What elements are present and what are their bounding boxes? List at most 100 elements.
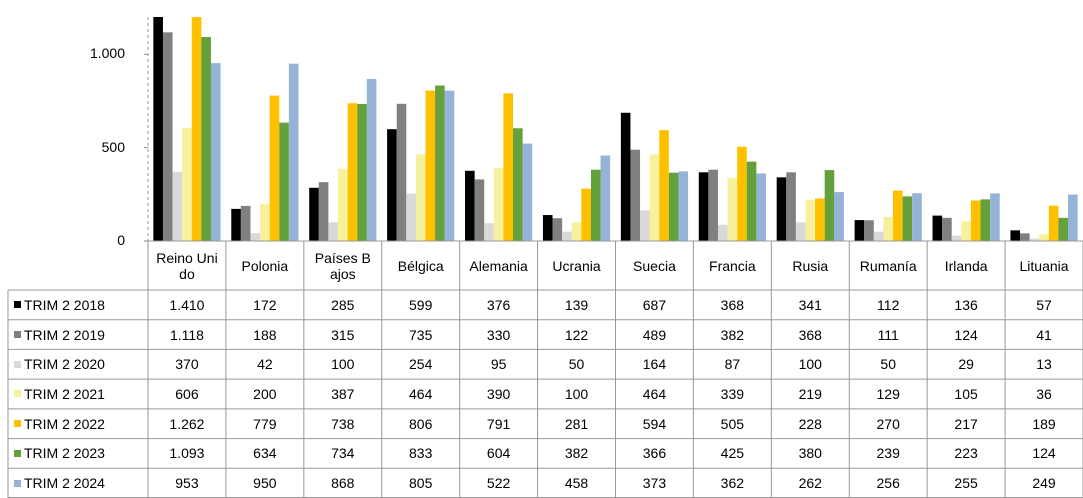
bar [590,169,601,241]
bar [620,112,631,241]
table-value: 254 [409,356,433,373]
table-value: 594 [642,415,667,432]
category-label: Rumanía [859,257,917,274]
bar [318,182,329,241]
bar [776,177,787,241]
bar [630,149,641,241]
bar [279,122,289,241]
bar [542,215,553,241]
bar [347,103,358,241]
table-value: 779 [253,415,277,432]
bar [961,221,971,241]
table-value: 599 [409,296,433,313]
table-value: 458 [564,475,589,492]
table-value: 36 [1036,385,1052,402]
table-value: 13 [1036,356,1052,373]
bar [162,32,173,241]
table-value: 791 [486,415,511,432]
table-value: 57 [1036,296,1052,313]
table-value: 950 [253,475,277,492]
table-value: 953 [175,475,199,492]
y-tick-label: 1.000 [89,45,125,62]
bar [415,154,426,241]
bar [649,154,660,241]
table-value: 112 [877,296,900,313]
bar [708,169,718,241]
bar [912,193,922,241]
table-value: 249 [1032,475,1056,492]
bar [435,85,445,241]
table-value: 373 [642,475,667,492]
category-label: Bélgica [397,257,444,274]
table-value: 172 [253,296,277,313]
bar [153,17,163,241]
bar [309,187,319,241]
table-value: 124 [1032,445,1056,462]
table-value: 42 [257,356,273,373]
legend-label: TRIM 2 2021 [24,385,105,402]
bar [902,196,913,241]
bar [854,220,865,241]
bar [240,205,251,241]
bar [231,208,241,241]
category-label: Rusia [792,257,829,274]
bar [201,36,211,241]
category-label: Irlanda [944,257,988,274]
table-value: 735 [409,326,433,343]
table-value: 255 [954,475,978,492]
legend-swatch [14,449,21,457]
bar [1020,233,1030,241]
bar [182,127,192,241]
bar [786,172,796,241]
table-value: 136 [954,296,978,313]
table-value: 806 [409,415,433,432]
bar [503,93,514,241]
bar [824,170,835,241]
table-value: 200 [253,385,277,402]
table-value: 139 [564,296,589,313]
table-value: 382 [564,445,589,462]
bar [387,129,397,241]
bar [484,223,494,241]
bar [795,222,806,241]
bar [425,90,436,241]
bar [737,146,747,241]
table-value: 105 [954,385,978,402]
legend-swatch [14,479,21,487]
bar [815,198,825,241]
table-value: 380 [798,445,822,462]
table-value: 100 [564,385,589,402]
bar [873,231,884,241]
table-value: 285 [331,296,355,313]
legend-entry: TRIM 2 2023 [8,439,148,469]
bar [600,155,611,241]
bar [980,199,991,241]
table-value: 315 [331,326,355,343]
table-value: 217 [954,415,978,432]
table-value: 339 [720,385,745,402]
table-value: 129 [876,385,900,402]
table-value: 368 [720,296,745,313]
bar [1048,205,1059,241]
table-value: 368 [798,326,822,343]
bar [513,128,523,241]
category-label: Lituania [1019,257,1069,274]
bar [970,200,981,241]
y-tick-label: 500 [101,138,125,155]
bar [328,222,338,241]
table-value: 833 [409,445,433,462]
table-value: 281 [564,415,589,432]
bar [883,216,894,241]
bar [1010,230,1021,241]
bar [756,173,766,241]
bar [834,192,844,241]
table-value: 522 [486,475,511,492]
legend-label: TRIM 2 2023 [24,445,105,462]
table-value: 100 [798,356,822,373]
table-value: 362 [720,475,745,492]
bar [269,95,280,241]
bar [1068,194,1078,241]
legend-label: TRIM 2 2024 [24,475,105,492]
